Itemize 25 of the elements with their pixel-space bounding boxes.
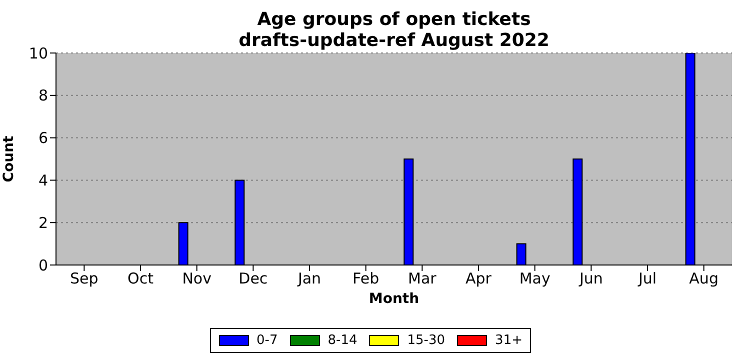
legend-label: 15-30	[407, 333, 446, 348]
y-tick-label: 6	[38, 129, 48, 148]
y-tick-label: 0	[38, 256, 48, 274]
x-tick-label: Mar	[408, 270, 438, 288]
x-tick-label: Jul	[637, 270, 657, 288]
y-tick-label: 10	[28, 44, 48, 62]
x-tick-label: May	[519, 270, 550, 288]
y-tick-label: 2	[38, 214, 48, 232]
x-tick-label: Jan	[296, 270, 322, 288]
chart-title: Age groups of open tickets drafts-update-ref August 2022	[238, 9, 550, 51]
legend-label: 0-7	[256, 333, 278, 348]
x-tick-label: Feb	[352, 270, 380, 288]
x-tick-label: Dec	[238, 270, 268, 288]
legend-label: 31+	[495, 333, 522, 348]
x-tick-label: Nov	[182, 270, 212, 288]
y-axis-title: Count	[0, 135, 17, 182]
x-axis-title: Month	[368, 290, 420, 307]
legend-label: 8-14	[328, 333, 358, 348]
x-tick-label: Apr	[466, 270, 492, 288]
x-tick-label: Oct	[128, 270, 154, 288]
x-tick-label: Jun	[578, 270, 603, 288]
y-tick-label: 8	[38, 86, 48, 105]
y-tick-label: 4	[38, 172, 48, 190]
x-tick-label: Sep	[70, 270, 98, 288]
x-tick-label: Aug	[689, 270, 718, 288]
